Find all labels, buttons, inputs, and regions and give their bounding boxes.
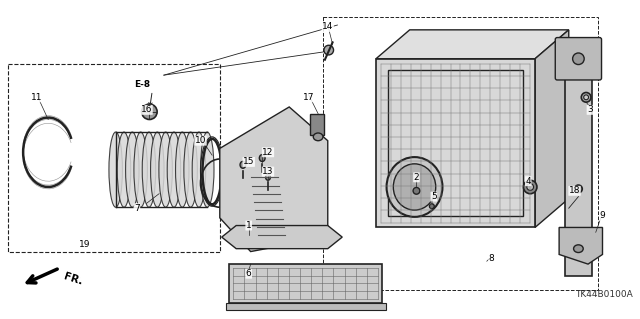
Text: E-8: E-8 [134, 80, 151, 89]
Bar [310, 114, 324, 135]
Ellipse shape [167, 132, 180, 207]
Text: FR.: FR. [63, 272, 84, 287]
Ellipse shape [134, 132, 147, 207]
Ellipse shape [142, 132, 156, 207]
Bar [376, 59, 535, 227]
Bar [8, 63, 220, 252]
Text: 19: 19 [79, 240, 91, 249]
Text: 2: 2 [413, 173, 419, 182]
Text: 5: 5 [431, 192, 436, 201]
Text: 16: 16 [141, 105, 152, 114]
Ellipse shape [413, 188, 420, 194]
Ellipse shape [184, 132, 197, 207]
Ellipse shape [573, 53, 584, 64]
Ellipse shape [200, 132, 214, 207]
Polygon shape [221, 226, 342, 249]
Text: 14: 14 [322, 22, 333, 32]
Ellipse shape [240, 161, 246, 168]
Text: 13: 13 [262, 167, 274, 176]
Ellipse shape [581, 93, 591, 102]
Ellipse shape [175, 132, 189, 207]
Text: 12: 12 [262, 148, 274, 157]
Polygon shape [535, 30, 569, 227]
Text: 10: 10 [195, 136, 206, 145]
Ellipse shape [117, 132, 131, 207]
Ellipse shape [125, 132, 139, 207]
Polygon shape [376, 30, 569, 59]
Bar [229, 264, 381, 303]
Text: 4: 4 [525, 177, 531, 186]
Polygon shape [220, 107, 328, 252]
Bar [388, 70, 524, 216]
Text: 1: 1 [246, 221, 252, 230]
Text: 9: 9 [600, 211, 605, 220]
Ellipse shape [192, 132, 205, 207]
Text: 15: 15 [243, 157, 255, 167]
Ellipse shape [109, 132, 122, 207]
FancyBboxPatch shape [556, 38, 602, 80]
Ellipse shape [429, 204, 435, 209]
Text: 7: 7 [134, 204, 140, 213]
Text: 6: 6 [246, 269, 252, 278]
Ellipse shape [524, 180, 537, 194]
Ellipse shape [314, 133, 323, 141]
Ellipse shape [387, 157, 442, 217]
Ellipse shape [141, 104, 157, 120]
Ellipse shape [259, 155, 265, 161]
Bar [225, 303, 385, 310]
Ellipse shape [527, 184, 534, 190]
Ellipse shape [394, 164, 436, 210]
Ellipse shape [266, 174, 271, 180]
Bar [565, 49, 592, 276]
Text: 8: 8 [489, 254, 495, 263]
Polygon shape [559, 227, 602, 264]
Text: 17: 17 [303, 93, 314, 102]
Ellipse shape [573, 245, 583, 253]
Text: 11: 11 [31, 93, 42, 102]
Ellipse shape [324, 45, 333, 55]
Text: TK44B0100A: TK44B0100A [575, 290, 633, 299]
Text: 18: 18 [569, 186, 580, 195]
Ellipse shape [575, 185, 582, 193]
Text: 3: 3 [587, 105, 593, 114]
Ellipse shape [584, 95, 589, 100]
Ellipse shape [159, 132, 172, 207]
Ellipse shape [150, 132, 164, 207]
